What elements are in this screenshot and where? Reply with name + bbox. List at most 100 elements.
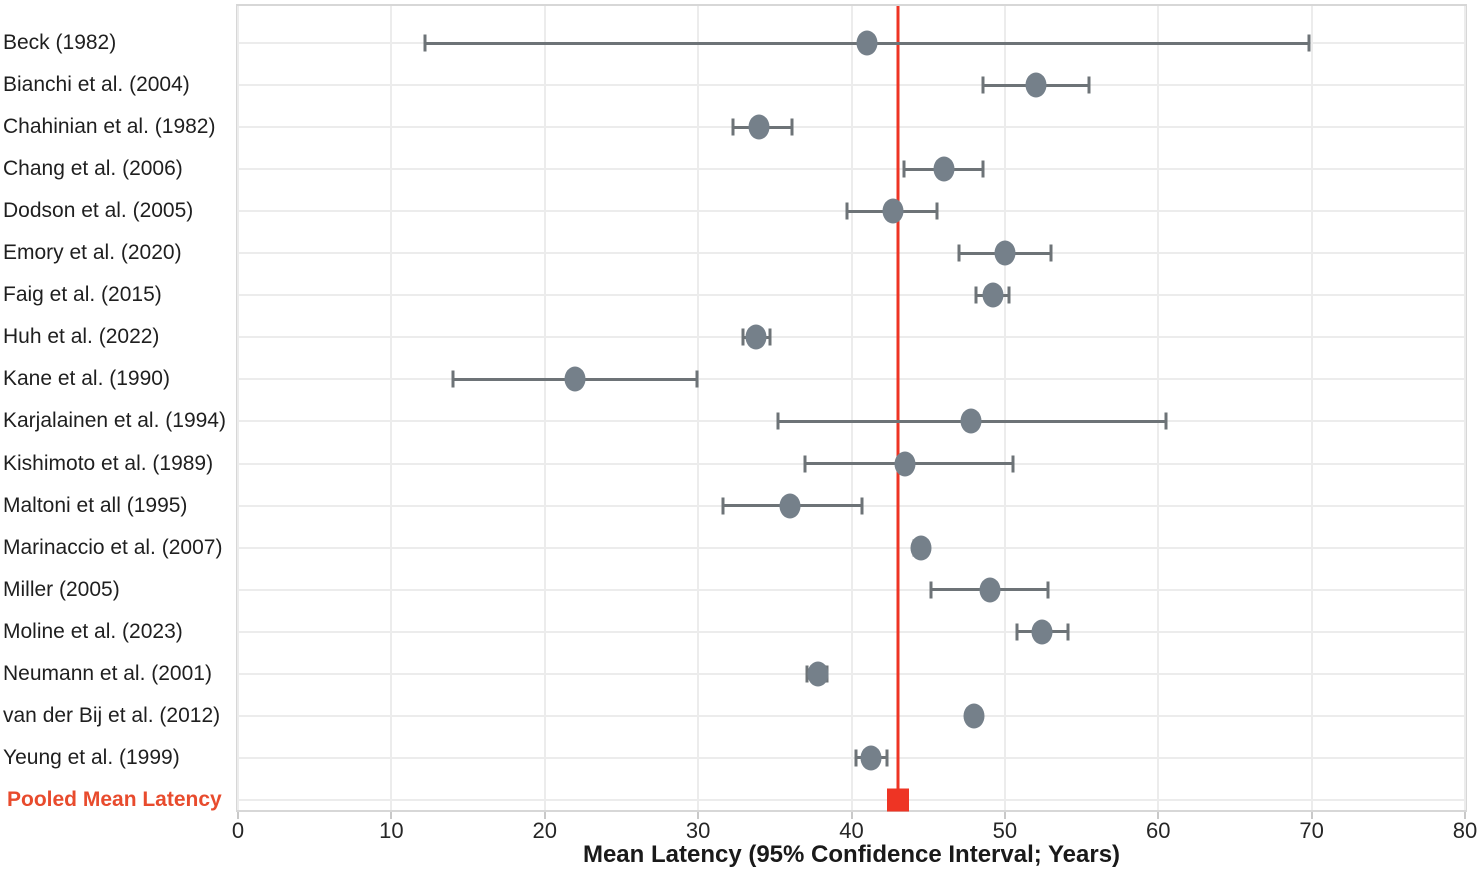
ci-cap-low [1015, 623, 1019, 641]
ci-cap-low [854, 749, 858, 767]
ci-cap-high [1066, 623, 1070, 641]
ci-cap-low [776, 412, 780, 430]
plot-area [236, 4, 1467, 812]
pooled-mean-marker [886, 788, 909, 812]
mean-marker [1025, 72, 1047, 98]
study-label: Marinaccio et al. (2007) [3, 535, 223, 559]
ci-cap-low [721, 497, 725, 515]
study-label: Miller (2005) [3, 577, 120, 601]
mean-marker [910, 535, 932, 561]
h-gridline [238, 672, 1465, 675]
ci-cap-low [741, 328, 745, 346]
study-label: Moline et al. (2023) [3, 619, 183, 643]
x-tick-label: 50 [992, 818, 1018, 843]
x-tick-label: 10 [379, 818, 404, 843]
study-label: Maltoni et all (1995) [3, 493, 188, 517]
ci-cap-low [803, 455, 807, 472]
ci-cap-low [423, 34, 427, 52]
study-label: Emory et al. (2020) [3, 241, 182, 265]
x-tick-label: 60 [1146, 818, 1171, 843]
x-tick-label: 0 [231, 818, 245, 843]
study-label: Kane et al. (1990) [3, 367, 170, 391]
pooled-mean-line [896, 6, 899, 810]
ci-cap-high [935, 202, 939, 220]
ci-cap-low [981, 76, 985, 94]
ci-cap-low [845, 202, 849, 220]
x-tick-label: 70 [1299, 818, 1324, 843]
h-gridline [238, 756, 1465, 759]
mean-marker [564, 366, 586, 392]
h-gridline [238, 546, 1465, 549]
study-label: Kishimoto et al. (1989) [3, 451, 214, 475]
x-tick-mark [390, 812, 393, 819]
mean-marker [963, 703, 985, 729]
h-gridline [238, 588, 1465, 591]
mean-marker [779, 493, 801, 519]
ci-cap-high [860, 497, 864, 515]
x-tick-label: 40 [839, 818, 864, 843]
study-label: Karjalainen et al. (1994) [3, 409, 226, 433]
ci-cap-high [1007, 286, 1011, 304]
h-gridline [238, 714, 1465, 717]
ci-cap-high [1011, 455, 1015, 472]
x-tick-mark [1003, 812, 1006, 819]
study-label: Dodson et al. (2005) [3, 199, 194, 223]
mean-marker [807, 661, 829, 687]
mean-marker [982, 282, 1004, 308]
x-tick-label: 80 [1452, 818, 1478, 843]
mean-marker [745, 324, 767, 350]
h-gridline [238, 798, 1465, 801]
v-gridline [1310, 6, 1313, 810]
x-tick-label: 30 [685, 818, 711, 843]
ci-cap-low [929, 581, 933, 599]
h-gridline [238, 294, 1465, 297]
x-tick-mark [543, 812, 546, 819]
ci-cap-high [885, 749, 889, 767]
h-gridline [238, 84, 1465, 87]
h-gridline [238, 168, 1465, 171]
ci-cap-low [805, 665, 809, 683]
x-tick-mark [237, 812, 239, 819]
mean-marker [882, 198, 904, 224]
study-label: van der Bij et al. (2012) [3, 703, 221, 727]
v-gridline [1003, 6, 1006, 810]
h-gridline [238, 378, 1465, 381]
ci-cap-high [1087, 76, 1091, 94]
study-label: Chahinian et al. (1982) [3, 115, 216, 139]
mean-marker [1031, 619, 1053, 645]
study-label: Neumann et al. (2001) [3, 661, 212, 685]
v-gridline [237, 6, 239, 810]
x-tick-mark [1310, 812, 1313, 819]
h-gridline [238, 126, 1465, 129]
pooled-mean-label: Pooled Mean Latency [7, 787, 222, 811]
x-axis-title: Mean Latency (95% Confidence Interval; Y… [582, 841, 1121, 868]
ci-cap-high [790, 118, 794, 136]
h-gridline [238, 336, 1465, 339]
mean-marker [994, 240, 1016, 266]
mean-marker [960, 408, 982, 434]
mean-marker [933, 156, 955, 182]
v-gridline [1464, 6, 1466, 810]
ci-cap-low [974, 286, 978, 304]
study-label: Yeung et al. (1999) [3, 745, 180, 769]
ci-cap-low [957, 244, 961, 262]
study-label: Huh et al. (2022) [3, 325, 160, 349]
study-label: Beck (1982) [3, 31, 117, 54]
ci-cap-high [1307, 34, 1311, 52]
study-label: Bianchi et al. (2004) [3, 73, 190, 97]
v-gridline [1157, 6, 1160, 810]
ci-cap-high [1164, 412, 1168, 430]
study-label: Chang et al. (2006) [3, 157, 183, 181]
ci-cap-high [695, 370, 699, 388]
h-gridline [238, 630, 1465, 633]
x-tick-mark [1157, 812, 1160, 819]
x-tick-mark [1464, 812, 1466, 819]
mean-marker [748, 114, 770, 140]
ci-cap-low [731, 118, 735, 136]
x-tick-label: 20 [532, 818, 557, 843]
x-tick-mark [850, 812, 853, 819]
ci-cap-high [1046, 581, 1050, 599]
ci-cap-high [768, 328, 772, 346]
h-gridline [238, 252, 1465, 255]
